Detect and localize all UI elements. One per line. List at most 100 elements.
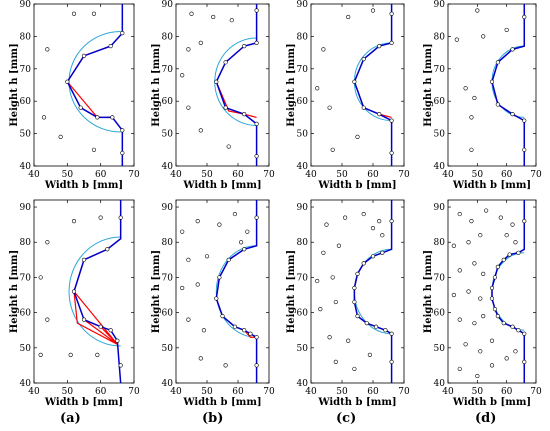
scatter-point [198,40,203,45]
x-tick-label: 70 [530,387,542,397]
scatter-point [232,211,237,217]
scatter-point [223,105,228,110]
scatter-point [186,317,191,322]
scatter-point [492,306,498,312]
y-tick-label: 80 [162,238,174,248]
scatter-point [364,321,369,326]
y-tick-label: 70 [297,65,309,75]
scatter-point [180,229,185,234]
y-axis-label: Height h [mm] [9,250,20,333]
scatter-point [343,215,348,220]
scatter-point [481,314,486,319]
scatter-point [484,208,489,213]
scatter-point [501,321,506,326]
x-tick-label: 40 [170,387,182,397]
scatter-point [214,296,219,301]
scatter-point [333,359,338,364]
x-tick-label: 40 [28,170,40,180]
scatter-point [330,275,335,280]
scatter-point [504,27,509,33]
scatter-point [346,14,351,20]
scatter-point [239,240,244,245]
scatter-point [478,349,483,354]
scatter-point [315,278,320,284]
scatter-point [91,11,97,16]
scatter-point [510,324,515,329]
scatter-point [522,331,527,336]
scatter-point [355,314,360,319]
y-tick-label: 50 [162,344,174,354]
scatter-point [321,250,326,255]
y-tick-label: 60 [20,309,32,319]
scatter-point [352,366,357,372]
scatter-point [108,44,113,49]
x-tick-label: 50 [201,170,213,180]
scatter-point [242,44,247,49]
x-axis-label: Width b [mm] [44,397,123,408]
scatter-point [254,335,259,340]
scatter-point [186,257,191,262]
y-tick-label: 80 [434,238,446,248]
scatter-point [377,112,382,117]
scatter-point [472,321,477,326]
x-tick-label: 50 [472,170,484,180]
scatter-point [489,285,495,291]
scatter-point [229,18,234,23]
scatter-point [38,275,43,280]
x-tick-label: 50 [201,387,213,397]
x-tick-label: 40 [305,387,317,397]
scatter-point [370,254,376,259]
scatter-point [389,331,394,336]
blue-polyline [66,4,124,166]
scatter-point [510,47,515,52]
scatter-point [522,14,527,20]
y-tick-label: 90 [162,0,174,10]
y-tick-label: 40 [434,379,446,389]
scatter-point [516,328,521,333]
x-axis-label: Width b [mm] [452,397,531,408]
scatter-point [45,317,50,322]
y-axis-label: Height h [mm] [286,43,297,126]
scatter-point [367,352,373,357]
scatter-point [118,363,123,368]
scatter-point [370,226,376,231]
y-tick-label: 40 [434,162,446,172]
scatter-point [254,121,259,126]
x-axis-label: Width b [mm] [317,180,396,191]
y-tick-label: 60 [20,97,32,107]
scatter-point [478,296,483,301]
scatter-point [198,128,203,133]
scatter-point [195,282,200,287]
scatter-point [115,338,120,343]
plot-content [41,4,125,166]
scatter-point [217,275,222,280]
scatter-point [481,34,486,39]
scatter-point [361,211,366,217]
blue-polyline [73,200,122,383]
scatter-point [489,296,495,301]
y-axis-label: Height h [mm] [286,250,297,333]
scatter-point [522,219,527,224]
chart-panel-3: 40 50 60 70 40 50 60 70 80 90 Width b [mm] Height h… [286,0,410,191]
scatter-point [78,105,83,110]
scatter-point [108,328,113,333]
plot-frame [175,3,270,167]
scatter-point [81,317,87,322]
scatter-point [189,11,194,16]
y-tick-label: 40 [20,379,32,389]
y-tick-label: 80 [20,32,32,42]
scatter-point [186,47,191,52]
chart-panel-8: 40 50 60 70 40 50 60 70 80 90 Width b [mm] Height h… [423,199,542,408]
x-tick-label: 60 [95,387,107,397]
scatter-point [380,250,385,255]
scatter-point [71,219,77,224]
plot-content [38,200,123,383]
y-tick-label: 70 [297,273,309,283]
y-tick-label: 80 [434,32,446,42]
chart-panel-7: 40 50 60 70 40 50 60 70 80 90 Width b [mm] Height h… [286,199,410,408]
scatter-point [380,233,385,238]
scatter-point [352,299,357,305]
scatter-point [513,349,518,354]
scatter-point [469,147,474,152]
scatter-point [481,271,486,277]
